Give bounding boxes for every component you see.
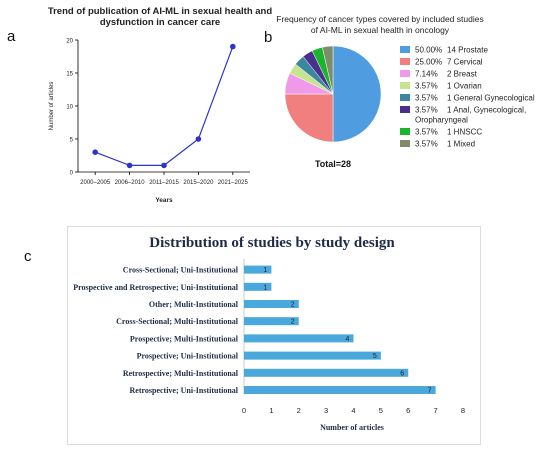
x-tick-label: 2011–2015 <box>149 180 179 186</box>
legend-label: 1 Anal, Gynecological, <box>447 106 526 115</box>
pie-slice <box>332 45 382 143</box>
legend-swatch <box>400 140 410 147</box>
category-label: Prospective and Retrospective; Uni-Insti… <box>73 283 239 292</box>
pie-chart-cancer-types: Frequency of cancer types covered by inc… <box>276 14 535 169</box>
x-tick-label: 7 <box>434 406 438 415</box>
bar <box>244 351 381 360</box>
x-axis-label: Years <box>155 197 173 204</box>
legend-swatch <box>400 58 410 65</box>
x-tick-label: 2021–2025 <box>218 180 249 186</box>
bar <box>244 317 299 326</box>
legend-percent: 3.57% <box>415 94 438 103</box>
chart-b-title: Frequency of cancer types covered by inc… <box>276 14 483 24</box>
pie-slice <box>322 45 334 95</box>
legend-label: Oropharyngeal <box>415 116 468 125</box>
x-tick-label: 3 <box>324 406 328 415</box>
data-point <box>92 149 98 155</box>
bar <box>244 300 299 308</box>
legend-percent: 25.00% <box>415 58 442 67</box>
legend-swatch <box>400 82 410 89</box>
legend-swatch <box>400 94 410 101</box>
pie-total-label: Total=28 <box>315 159 351 169</box>
bar <box>244 282 272 291</box>
legend-label: 1 General Gynecological <box>447 94 535 103</box>
x-tick-label: 4 <box>351 406 355 415</box>
y-tick-label: 0 <box>70 171 74 177</box>
chart-a-title: dysfunction in cancer care <box>100 17 220 28</box>
x-tick-label: 0 <box>242 406 246 415</box>
data-label: 1 <box>263 267 267 274</box>
data-point <box>195 136 202 142</box>
data-label: 2 <box>291 302 295 309</box>
data-point <box>126 162 133 169</box>
category-label: Retrospective; Multi-Institutional <box>123 369 239 378</box>
data-label: 2 <box>291 319 295 326</box>
panel-label-b: b <box>264 29 273 46</box>
pie-slice <box>284 93 334 143</box>
category-label: Retrospective; Uni-Institutional <box>129 386 238 395</box>
category-label: Prospective; Multi-Institutional <box>130 334 239 343</box>
x-tick-label: 2000–2005 <box>80 180 111 186</box>
category-label: Cross-Sectional; Uni-Institutional <box>123 266 239 275</box>
bar <box>244 368 409 377</box>
y-axis-label: Number of articles <box>49 82 55 131</box>
x-tick-label: 1 <box>269 406 273 415</box>
legend-percent: 3.57% <box>415 128 438 137</box>
legend-swatch <box>400 46 410 53</box>
legend-label: 1 HNSCC <box>447 128 482 137</box>
legend-label: 1 Mixed <box>447 140 475 149</box>
line-chart-publication-trend: Trend of publication of AI-ML in sexual … <box>48 6 273 204</box>
chart-a-title: Trend of publication of AI-ML in sexual … <box>48 6 273 17</box>
data-label: 4 <box>346 336 350 343</box>
panel-label-a: a <box>7 28 16 45</box>
y-tick-label: 20 <box>66 39 73 45</box>
x-tick-label: 2006–2010 <box>115 180 146 186</box>
category-label: Prospective; Uni-Institutional <box>137 352 239 361</box>
bar <box>244 386 436 394</box>
data-label: 5 <box>373 353 377 360</box>
data-label: 7 <box>428 388 432 395</box>
chart-c-title: Distribution of studies by study design <box>149 235 395 251</box>
legend-label: 2 Breast <box>447 70 478 79</box>
y-tick-label: 10 <box>66 105 73 111</box>
legend-label: 7 Cervical <box>447 58 483 67</box>
x-tick-label: 8 <box>461 406 465 415</box>
y-tick-label: 5 <box>70 138 74 144</box>
bar <box>244 334 354 343</box>
x-tick-label: 2 <box>297 406 301 415</box>
x-tick-label: 5 <box>379 406 383 415</box>
x-tick-label: 2015–2020 <box>183 180 214 186</box>
data-point <box>161 162 167 169</box>
panel-label-c: c <box>24 248 32 265</box>
legend-label: 14 Prostate <box>447 46 488 55</box>
legend-percent: 3.57% <box>415 140 438 149</box>
legend-percent: 7.14% <box>415 70 438 79</box>
x-axis-label: Number of articles <box>320 423 384 432</box>
legend-swatch <box>400 128 410 135</box>
legend-label: 1 Ovarian <box>447 82 482 91</box>
category-label: Other; Mulit-Institutional <box>149 300 239 309</box>
legend-swatch <box>400 70 410 77</box>
legend-percent: 50.00% <box>415 46 442 55</box>
data-point <box>230 43 236 50</box>
x-tick-label: 6 <box>406 406 410 415</box>
data-label: 1 <box>263 284 267 291</box>
legend-percent: 3.57% <box>415 106 438 115</box>
bar <box>244 265 272 274</box>
chart-b-title: of AI-ML in sexual health in oncology <box>311 25 450 35</box>
category-label: Cross-Sectional; Multi-Institutional <box>116 317 239 326</box>
data-label: 6 <box>400 370 404 377</box>
legend-percent: 3.57% <box>415 82 438 91</box>
legend-swatch <box>400 106 410 113</box>
y-tick-label: 15 <box>66 72 73 78</box>
